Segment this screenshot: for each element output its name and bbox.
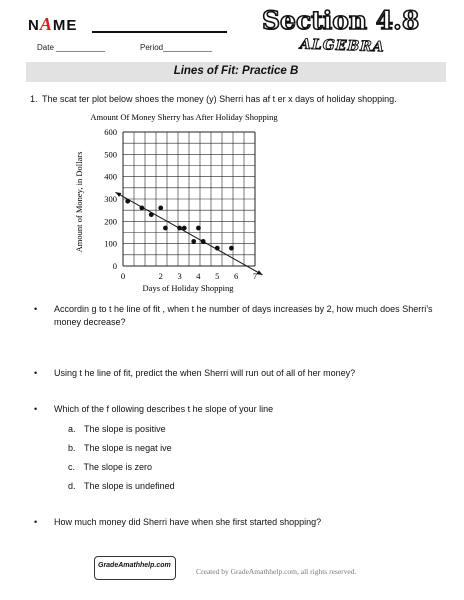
site-logo bbox=[94, 556, 176, 580]
fit-line-group bbox=[115, 191, 263, 276]
option-letter: c. bbox=[68, 462, 76, 472]
date-label: Date ___________ bbox=[37, 43, 106, 52]
worksheet-title: Lines of Fit: Practice B bbox=[173, 65, 299, 77]
option-text: The slope is zero bbox=[83, 462, 153, 472]
bullet-dot: • bbox=[34, 517, 38, 527]
x-tick-label: 4 bbox=[196, 271, 201, 281]
bullet-text: Using t he line of fit, predict the when… bbox=[54, 368, 356, 378]
bullet-question-1: • Accordin g to t he line of fit , when … bbox=[34, 303, 434, 329]
chart-points bbox=[125, 198, 234, 251]
scatter-chart: Amount Of Money Sherry has After Holiday… bbox=[74, 112, 278, 293]
x-tick-label: 5 bbox=[215, 271, 219, 281]
data-point bbox=[229, 245, 234, 251]
bullet-question-4: • How much money did Sherri have when sh… bbox=[34, 516, 434, 529]
y-tick-label: 200 bbox=[104, 216, 117, 226]
chart-x-axis-label: Days of Holiday Shopping bbox=[143, 283, 235, 293]
fit-line-arrowhead bbox=[256, 270, 263, 275]
option-text: The slope is negat ive bbox=[84, 443, 172, 453]
bullet-dot: • bbox=[34, 368, 38, 378]
data-point bbox=[163, 225, 168, 231]
y-tick-label: 0 bbox=[113, 261, 117, 271]
bullet-text: Which of the f ollowing describes t he s… bbox=[54, 404, 274, 414]
data-point bbox=[191, 239, 197, 244]
question-text: The scat ter plot below shoes the money … bbox=[42, 94, 397, 104]
option-a[interactable]: a. The slope is positive bbox=[68, 423, 166, 436]
option-b[interactable]: b. The slope is negat ive bbox=[68, 442, 172, 455]
section-title: Section 4.8 bbox=[261, 5, 420, 36]
section-subtitle: ALGEBRA bbox=[299, 36, 385, 56]
data-point bbox=[200, 239, 206, 244]
data-point bbox=[177, 225, 182, 231]
site-logo-text: GradeAmathhelp.com bbox=[98, 562, 171, 569]
name-label-me: ME bbox=[52, 17, 78, 34]
y-tick-label: 600 bbox=[104, 127, 117, 137]
data-point bbox=[139, 205, 145, 211]
bullet-text: How much money did Sherri have when she … bbox=[54, 517, 322, 527]
y-tick-label: 500 bbox=[104, 149, 117, 159]
data-point bbox=[181, 225, 187, 231]
y-tick-label: 300 bbox=[104, 194, 117, 204]
option-d[interactable]: d. The slope is undefined bbox=[68, 480, 175, 493]
data-point bbox=[158, 205, 164, 211]
title-bar bbox=[26, 62, 446, 82]
x-tick-label: 6 bbox=[234, 271, 238, 281]
question-number: 1. bbox=[30, 94, 38, 104]
data-point bbox=[148, 212, 154, 218]
bullet-dot: • bbox=[34, 404, 38, 414]
x-tick-label: 2 bbox=[159, 271, 163, 281]
copyright-credit: Created by GradeAmathhelp.com, all right… bbox=[196, 567, 357, 576]
bullet-dot: • bbox=[34, 304, 38, 314]
option-c[interactable]: c. The slope is zero bbox=[68, 461, 152, 474]
x-tick-label: 3 bbox=[177, 271, 181, 281]
data-point bbox=[196, 225, 201, 231]
option-letter: d. bbox=[68, 481, 76, 491]
name-label: NAME bbox=[28, 14, 77, 35]
chart-y-axis-label: Amount of Money, in Dollars bbox=[74, 152, 84, 253]
option-text: The slope is positive bbox=[84, 424, 166, 434]
name-label-n: N bbox=[28, 17, 40, 34]
x-tick-label: 7 bbox=[253, 271, 257, 281]
bullet-text: Accordin g to t he line of fit , when t … bbox=[54, 304, 433, 327]
bullet-question-2: • Using t he line of fit, predict the wh… bbox=[34, 367, 434, 380]
option-letter: b. bbox=[68, 443, 76, 453]
y-tick-label: 100 bbox=[104, 239, 117, 249]
option-text: The slope is undefined bbox=[84, 481, 175, 491]
name-label-a: A bbox=[39, 14, 53, 34]
period-label: Period___________ bbox=[140, 43, 213, 52]
name-line[interactable] bbox=[92, 31, 227, 33]
data-point bbox=[214, 245, 220, 251]
data-point bbox=[125, 198, 131, 204]
fit-line bbox=[115, 191, 263, 276]
y-tick-label: 400 bbox=[104, 172, 117, 182]
x-tick-label: 0 bbox=[121, 271, 125, 281]
option-letter: a. bbox=[68, 424, 76, 434]
chart-title: Amount Of Money Sherry has After Holiday… bbox=[90, 112, 278, 122]
fit-line-arrowhead bbox=[115, 192, 122, 198]
bullet-question-3: • Which of the f ollowing describes t he… bbox=[34, 403, 434, 416]
chart-grid bbox=[122, 131, 256, 267]
chart-ticks: 0 100 200 300 400 500 600 0 2 3 4 5 6 7 bbox=[104, 127, 257, 281]
